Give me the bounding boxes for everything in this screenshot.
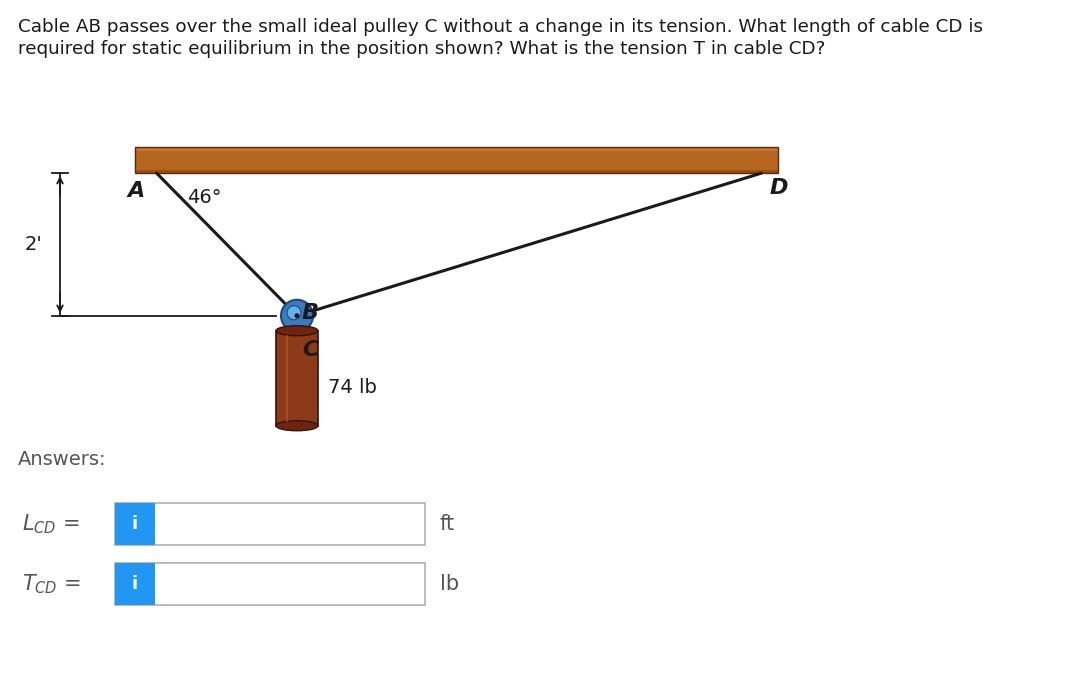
Bar xyxy=(135,170,778,173)
Circle shape xyxy=(295,313,299,318)
Ellipse shape xyxy=(276,421,318,430)
Text: B: B xyxy=(302,303,319,323)
Ellipse shape xyxy=(276,326,318,335)
Text: i: i xyxy=(132,575,138,593)
Text: D: D xyxy=(769,178,788,198)
Text: A: A xyxy=(127,181,145,201)
Text: ft: ft xyxy=(440,514,455,534)
Text: 74 lb: 74 lb xyxy=(328,378,377,397)
Bar xyxy=(135,147,778,151)
Text: 46°: 46° xyxy=(187,188,221,207)
Text: $L_{CD}$ =: $L_{CD}$ = xyxy=(22,512,80,536)
Bar xyxy=(114,563,426,605)
Text: required for static equilibrium in the position shown? What is the tension T in : required for static equilibrium in the p… xyxy=(18,40,825,58)
Text: $T_{CD}$ =: $T_{CD}$ = xyxy=(22,572,81,595)
Text: i: i xyxy=(132,515,138,533)
Bar xyxy=(114,503,156,545)
Text: Cable AB passes over the small ideal pulley C without a change in its tension. W: Cable AB passes over the small ideal pul… xyxy=(18,18,983,36)
Text: Answers:: Answers: xyxy=(18,450,107,469)
Bar xyxy=(114,503,426,545)
Circle shape xyxy=(281,299,313,332)
Bar xyxy=(276,331,318,426)
Bar xyxy=(135,147,778,173)
Text: C: C xyxy=(302,340,319,360)
Text: 2': 2' xyxy=(24,235,42,254)
Bar xyxy=(135,147,778,173)
Text: lb: lb xyxy=(440,574,459,594)
Circle shape xyxy=(287,306,301,320)
Bar xyxy=(114,563,156,605)
